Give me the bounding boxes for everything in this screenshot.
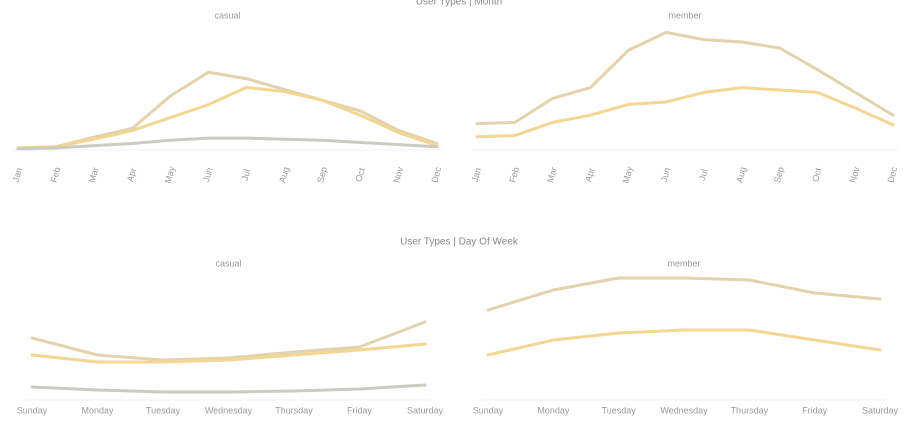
series-line	[486, 276, 882, 312]
x-tick-label: Sep	[315, 166, 329, 184]
series-line	[30, 383, 427, 394]
section-title: User Types | Day Of Week	[400, 237, 519, 248]
chart-subtitle: casual	[215, 258, 241, 268]
x-tick-label: Jun	[201, 167, 214, 184]
series-line	[486, 328, 882, 357]
x-tick-label: Saturday	[862, 405, 899, 415]
x-tick-label: Jan	[11, 167, 24, 184]
chart-subtitle: casual	[214, 10, 240, 20]
x-tick-label: Apr	[583, 167, 596, 183]
x-tick-label: Feb	[49, 166, 63, 184]
x-tick-label: Aug	[734, 166, 748, 184]
x-tick-label: Nov	[391, 165, 405, 184]
x-tick-label: Friday	[802, 405, 828, 415]
x-tick-label: Oct	[810, 166, 823, 183]
x-tick-label: May	[621, 165, 635, 184]
x-tick-label: Jan	[470, 167, 483, 184]
x-tick-label: Wednesday	[660, 405, 708, 415]
x-tick-label: Jul	[697, 168, 710, 182]
x-tick-label: Thursday	[275, 405, 313, 415]
x-tick-label: Monday	[537, 405, 570, 415]
x-tick-label: Jul	[240, 168, 253, 182]
x-tick-label: Thursday	[731, 405, 769, 415]
x-tick-label: Dec	[885, 165, 899, 184]
x-tick-label: Sunday	[473, 405, 504, 415]
series-line	[16, 70, 439, 150]
x-tick-label: Mar	[87, 166, 101, 184]
x-tick-label: Oct	[354, 166, 367, 183]
x-tick-label: Jun	[659, 167, 672, 184]
series-line	[475, 86, 895, 139]
series-line	[475, 30, 895, 126]
x-tick-label: Monday	[81, 405, 114, 415]
x-tick-label: Saturday	[407, 405, 444, 415]
x-tick-label: Sep	[772, 166, 786, 184]
x-tick-label: Apr	[125, 167, 138, 183]
x-tick-label: Tuesday	[602, 405, 637, 415]
x-tick-label: Feb	[507, 166, 521, 184]
x-tick-label: Sunday	[17, 405, 48, 415]
x-tick-label: Friday	[347, 405, 373, 415]
series-line	[16, 85, 439, 150]
x-tick-label: May	[163, 165, 177, 184]
x-tick-label: Nov	[848, 165, 862, 184]
chart-subtitle: member	[667, 258, 700, 268]
x-tick-label: Tuesday	[146, 405, 181, 415]
chart-subtitle: member	[668, 10, 701, 20]
section-title: User Types | Month	[416, 0, 502, 8]
x-tick-label: Mar	[545, 166, 559, 184]
x-tick-label: Wednesday	[205, 405, 253, 415]
series-line	[30, 342, 427, 364]
series-line	[30, 320, 427, 362]
x-tick-label: Dec	[429, 165, 443, 184]
x-tick-label: Aug	[277, 166, 291, 184]
series-line	[16, 136, 439, 151]
